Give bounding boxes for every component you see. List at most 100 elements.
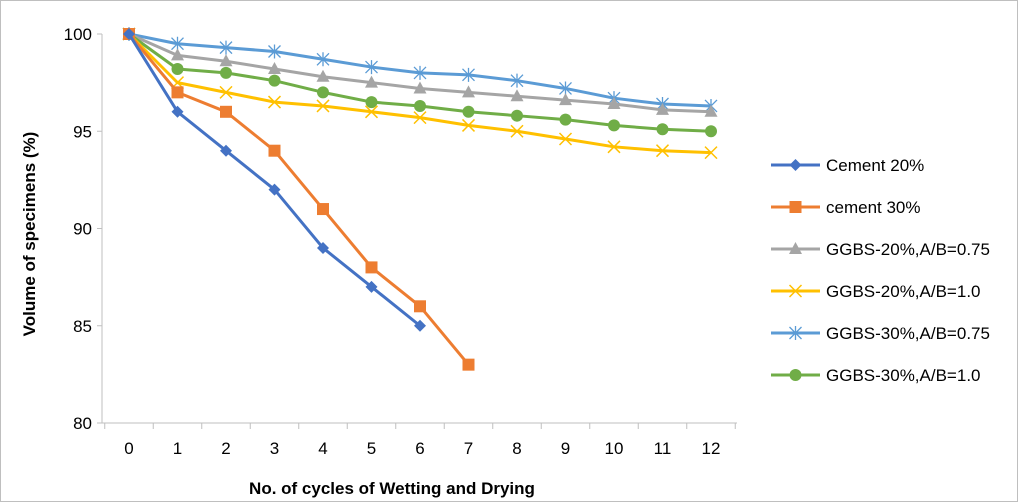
data-point — [171, 86, 184, 99]
data-point — [365, 75, 378, 88]
data-point — [510, 89, 524, 102]
data-point — [462, 358, 475, 371]
legend-label: GGBS-20%,A/B=1.0 — [826, 282, 981, 301]
legend-marker — [789, 369, 802, 381]
data-point — [462, 105, 475, 118]
data-point — [316, 99, 330, 113]
data-point — [559, 81, 572, 96]
series-line — [127, 33, 470, 366]
legend-item: GGBS-20%,A/B=1.0 — [771, 282, 981, 301]
data-point — [413, 111, 427, 125]
data-point — [365, 60, 378, 75]
data-point — [220, 144, 232, 157]
data-point — [704, 146, 718, 160]
data-point — [510, 73, 524, 88]
x-tick-label: 2 — [221, 439, 230, 458]
data-point — [559, 93, 572, 106]
data-point — [268, 144, 281, 157]
data-point — [607, 140, 621, 154]
y-axis: 80 85 90 95 100 — [64, 25, 103, 433]
data-point — [461, 118, 476, 132]
data-point — [268, 183, 281, 196]
data-point — [219, 54, 233, 67]
legend-marker — [789, 201, 802, 213]
data-point — [316, 52, 330, 67]
data-point — [219, 40, 233, 55]
y-tick-label: 95 — [73, 122, 92, 141]
y-axis-title: Volume of specimens (%) — [20, 132, 39, 337]
legend-marker — [789, 242, 802, 254]
data-point — [317, 86, 329, 99]
legend-item: Cement 20% — [771, 156, 924, 175]
legend-label: GGBS-20%,A/B=0.75 — [826, 240, 990, 259]
data-point — [267, 95, 282, 109]
y-tick-label: 90 — [73, 220, 92, 239]
x-axis: 0 1 2 3 4 5 6 7 8 9 10 11 12 — [102, 422, 737, 458]
legend-label: GGBS-30%,A/B=1.0 — [826, 366, 981, 385]
legend-item: cement 30% — [771, 198, 921, 217]
data-point — [656, 102, 669, 115]
data-point — [171, 63, 184, 76]
x-tick-label: 8 — [512, 439, 521, 458]
data-point — [510, 124, 524, 138]
series-group — [122, 27, 718, 371]
data-point — [462, 85, 475, 98]
data-point — [704, 104, 718, 117]
legend: Cement 20% cement 30% GGBS-20%,A/B=0.75 GGB… — [771, 156, 990, 385]
data-point — [317, 203, 329, 216]
x-tick-label: 7 — [464, 439, 473, 458]
data-point — [365, 280, 378, 293]
legend-item: GGBS-30%,A/B=0.75 — [771, 324, 990, 343]
data-point — [171, 105, 184, 118]
data-point — [317, 241, 329, 254]
x-tick-label: 12 — [702, 439, 721, 458]
x-tick-label: 6 — [415, 439, 424, 458]
data-point — [413, 65, 427, 80]
data-point — [268, 74, 281, 87]
data-point — [414, 319, 426, 332]
data-point — [607, 97, 621, 110]
data-point — [413, 81, 427, 94]
data-point — [559, 113, 572, 126]
data-point — [171, 48, 184, 61]
legend-label: cement 30% — [826, 198, 921, 217]
series-cement-20- — [123, 28, 426, 332]
data-point — [219, 85, 233, 99]
data-point — [268, 62, 281, 75]
legend-label: Cement 20% — [826, 156, 924, 175]
data-point — [414, 300, 426, 313]
data-point — [608, 119, 620, 132]
data-point — [171, 36, 184, 51]
x-tick-label: 0 — [124, 439, 133, 458]
data-point — [365, 261, 378, 274]
data-point — [364, 105, 379, 119]
legend-item: GGBS-20%,A/B=0.75 — [771, 240, 990, 259]
data-point — [655, 144, 670, 158]
series-cement-30- — [123, 28, 475, 371]
legend-marker — [788, 284, 803, 298]
legend-label: GGBS-30%,A/B=0.75 — [826, 324, 990, 343]
data-point — [511, 109, 523, 122]
data-point — [220, 105, 232, 118]
data-point — [558, 132, 573, 146]
data-point — [220, 66, 232, 79]
x-tick-label: 9 — [561, 439, 570, 458]
data-point — [123, 28, 135, 40]
data-point — [316, 69, 330, 82]
x-tick-label: 4 — [318, 439, 327, 458]
x-tick-label: 5 — [367, 439, 376, 458]
x-tick-label: 11 — [654, 439, 672, 458]
legend-item: GGBS-30%,A/B=1.0 — [771, 366, 981, 385]
y-tick-label: 85 — [73, 317, 92, 336]
data-point — [365, 96, 378, 109]
legend-marker — [789, 326, 802, 340]
x-tick-label: 1 — [173, 439, 182, 458]
data-point — [268, 44, 281, 59]
data-point — [462, 67, 475, 82]
y-tick-label: 80 — [73, 414, 92, 433]
legend-marker — [789, 159, 802, 171]
x-tick-label: 3 — [270, 439, 279, 458]
x-tick-label: 10 — [605, 439, 624, 458]
x-axis-title: No. of cycles of Wetting and Drying — [249, 479, 535, 498]
